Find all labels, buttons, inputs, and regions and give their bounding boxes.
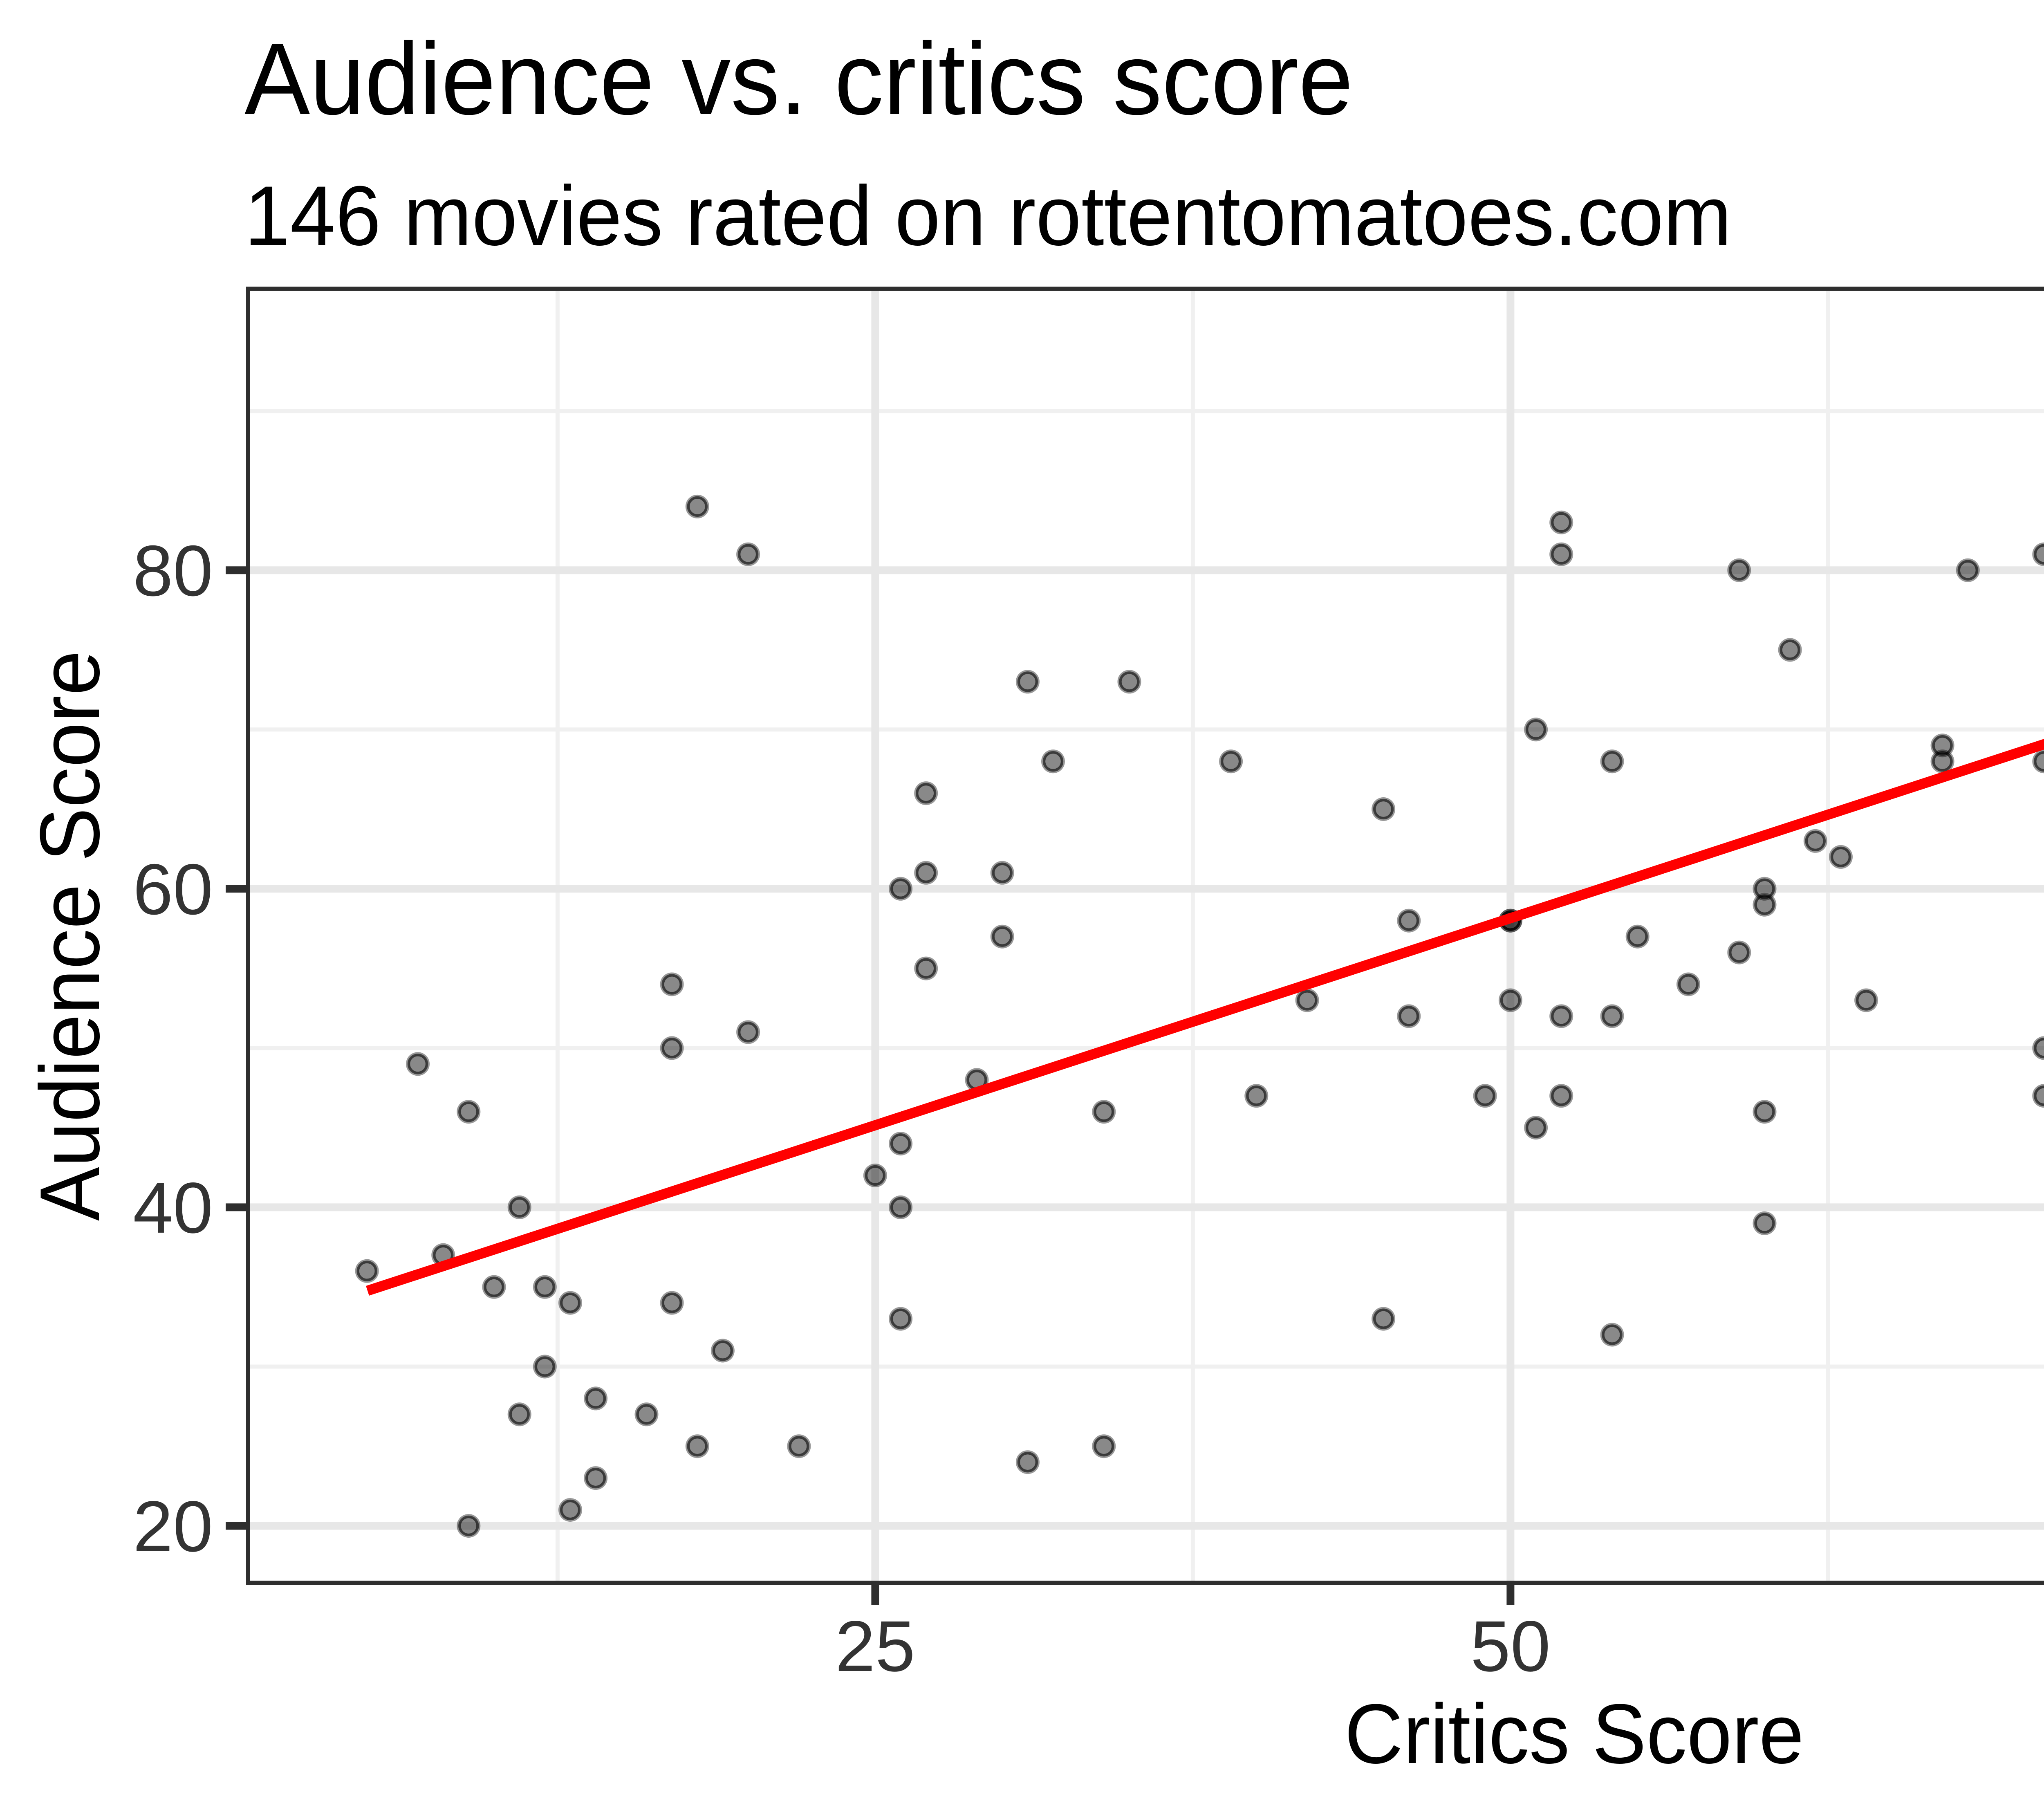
svg-text:60: 60 <box>133 850 213 930</box>
svg-text:Critics Score: Critics Score <box>1345 1687 1804 1781</box>
svg-text:Audience vs. critics score: Audience vs. critics score <box>244 22 1353 136</box>
svg-text:Audience Score: Audience Score <box>22 650 117 1221</box>
svg-text:20: 20 <box>133 1487 213 1567</box>
svg-text:146 movies rated on rottentoma: 146 movies rated on rottentomatoes.com <box>244 168 1732 263</box>
svg-text:25: 25 <box>835 1606 915 1687</box>
svg-text:80: 80 <box>133 531 213 611</box>
svg-text:50: 50 <box>1470 1606 1551 1687</box>
svg-text:40: 40 <box>133 1168 213 1248</box>
